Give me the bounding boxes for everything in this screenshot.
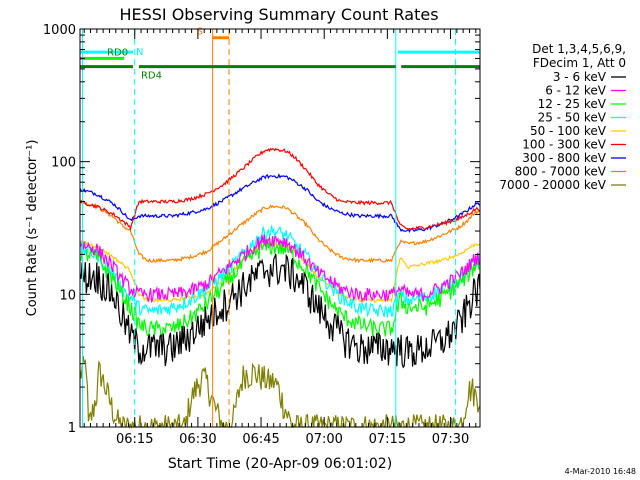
x-tick-label-0: 06:15 xyxy=(116,432,153,447)
legend-entry-5: 100 - 300 keV xyxy=(522,138,606,152)
y-axis-label: Count Rate (s⁻¹ detector⁻¹) xyxy=(25,140,40,317)
chart-title: HESSI Observing Summary Count Rates xyxy=(119,5,438,24)
legend-entry-7: 800 - 7000 keV xyxy=(515,165,607,179)
legend: Det 1,3,4,5,6,9,FDecim 1, Att 03 - 6 keV… xyxy=(499,42,626,192)
status-label-rd4: RD4 xyxy=(141,71,162,82)
series-line-5 xyxy=(79,147,481,232)
legend-entry-0: 3 - 6 keV xyxy=(553,70,607,84)
legend-entry-4: 50 - 100 keV xyxy=(530,124,607,138)
legend-header-0: Det 1,3,4,5,6,9, xyxy=(532,42,626,56)
series-line-3 xyxy=(79,225,481,318)
status-label-n: N xyxy=(136,47,143,58)
series-line-7 xyxy=(79,200,481,264)
legend-entry-2: 12 - 25 keV xyxy=(538,97,607,111)
x-tick-label-1: 06:30 xyxy=(179,432,216,447)
legend-entry-3: 25 - 50 keV xyxy=(538,111,607,125)
series-line-6 xyxy=(79,173,481,234)
y-tick-label-1: 10 xyxy=(59,288,76,303)
y-axis: 1 10 100 1000 xyxy=(43,23,480,436)
legend-entry-1: 6 - 12 keV xyxy=(545,84,607,98)
series-line-1 xyxy=(79,234,481,304)
status-label-s: S xyxy=(197,27,203,38)
x-tick-label-3: 07:00 xyxy=(305,432,342,447)
legend-entry-6: 300 - 800 keV xyxy=(522,151,606,165)
footer-timestamp: 4-Mar-2010 16:48 xyxy=(565,467,636,476)
legend-header-1: FDecim 1, Att 0 xyxy=(533,56,626,70)
status-label-rd0: RD0 xyxy=(107,47,128,58)
x-axis: 06:15 06:30 06:45 07:00 07:15 07:30 xyxy=(83,29,477,447)
y-tick-label-0: 1 xyxy=(68,421,76,436)
x-axis-label: Start Time (20-Apr-09 06:01:02) xyxy=(168,456,392,472)
series-line-0 xyxy=(79,253,481,369)
y-tick-label-2: 100 xyxy=(51,156,76,171)
plot-area: N RD0 RD4 S xyxy=(79,27,481,430)
legend-entry-8: 7000 - 20000 keV xyxy=(499,178,606,192)
series-line-8 xyxy=(79,356,481,430)
y-tick-label-3: 1000 xyxy=(43,23,76,38)
x-tick-label-4: 07:15 xyxy=(369,432,406,447)
x-tick-label-2: 06:45 xyxy=(242,432,279,447)
x-tick-label-5: 07:30 xyxy=(432,432,469,447)
